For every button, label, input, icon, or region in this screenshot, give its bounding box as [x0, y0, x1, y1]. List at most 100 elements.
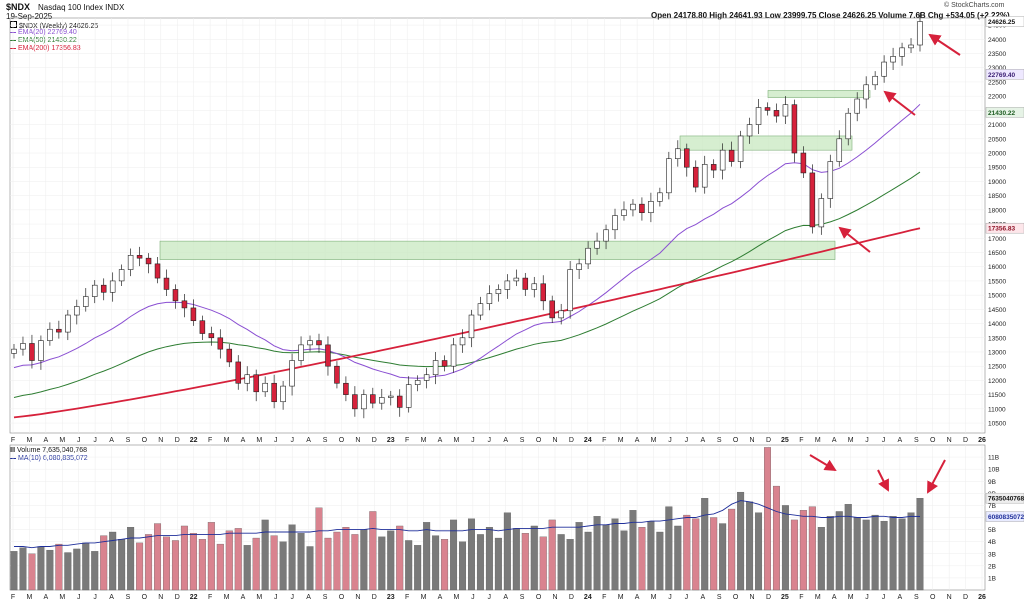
- price-tick-label: 24000: [988, 37, 1006, 44]
- legend-volume: Volume 7,635,040,768: [10, 447, 87, 454]
- legend-price-text: $NDX (Weekly) 24626.25: [19, 23, 99, 30]
- candle-body: [692, 166, 699, 188]
- volume-bar: [109, 531, 117, 591]
- volume-bar: [351, 534, 359, 591]
- candle-body: [648, 201, 654, 214]
- annotation-arrow: [883, 90, 916, 116]
- annotation-arrow: [809, 454, 837, 472]
- x-tick-label: J: [488, 437, 492, 444]
- x-tick-label: J: [77, 437, 81, 444]
- candle-body: [298, 344, 304, 361]
- candle-body: [845, 112, 851, 140]
- volume-bar: [297, 533, 305, 591]
- x-tick-label-volume: A: [44, 594, 49, 601]
- price-tick-label: 14500: [988, 307, 1006, 314]
- candle-body: [289, 360, 295, 387]
- volume-bar: [781, 505, 789, 591]
- volume-bar: [539, 536, 547, 591]
- candle-body: [495, 289, 502, 295]
- volume-bar: [656, 531, 664, 591]
- candle-body: [917, 21, 923, 46]
- volume-bar: [790, 519, 798, 591]
- x-tick-label-volume: J: [290, 594, 294, 601]
- volume-bar: [10, 551, 18, 591]
- candle-body: [91, 284, 98, 297]
- annotations: [809, 33, 961, 494]
- volume-bar: [315, 507, 323, 591]
- volume-bar: [342, 527, 350, 591]
- candle-body: [755, 107, 762, 125]
- volume-bar: [225, 530, 233, 591]
- x-tick-label-volume: A: [306, 594, 311, 601]
- x-tick-label: A: [109, 437, 114, 444]
- candle-body: [379, 397, 385, 404]
- ema200-badge: 17356.83: [985, 222, 1024, 234]
- candle-body: [576, 263, 582, 270]
- x-tick-label-volume: M: [59, 594, 65, 601]
- candle-body: [361, 394, 367, 410]
- volume-bar: [799, 510, 807, 591]
- legend-ema200-text: EMA(200) 17356.83: [18, 45, 81, 52]
- volume-bar: [772, 485, 780, 591]
- x-tick-label-volume: A: [635, 594, 640, 601]
- price-tick-label: 12000: [988, 378, 1006, 385]
- volume-bar: [28, 553, 36, 591]
- chart-date: 19-Sep-2025: [6, 12, 53, 21]
- watermark: © StockCharts.com: [944, 2, 1005, 9]
- price-tick-label: 16500: [988, 250, 1006, 257]
- candle-body: [199, 320, 206, 334]
- price-tick-label: 17000: [988, 236, 1006, 243]
- volume-bar: [719, 523, 727, 591]
- candle-body: [603, 229, 609, 242]
- volume-badge: 7635040768: [985, 492, 1024, 504]
- volume-bar: [46, 549, 54, 591]
- volume-bar: [270, 535, 278, 591]
- x-tick-label: S: [323, 437, 328, 444]
- legend-price: $NDX (Weekly) 24626.25: [10, 21, 98, 30]
- x-tick-label-volume: 22: [190, 594, 198, 601]
- volume-tick-label: 1B: [988, 575, 996, 582]
- volume-bar: [91, 551, 99, 591]
- volume-bar: [575, 522, 583, 591]
- volume-bar: [234, 528, 242, 591]
- volume-bar: [674, 525, 682, 591]
- x-tick-label: O: [339, 437, 345, 444]
- candle-body: [504, 280, 511, 290]
- x-tick-label-volume: M: [421, 594, 427, 601]
- x-tick-label-volume: 23: [387, 594, 395, 601]
- volume-bar: [853, 517, 861, 591]
- volume-bar: [127, 527, 135, 591]
- volume-bar: [764, 447, 772, 591]
- price-tick-label: 23500: [988, 51, 1006, 58]
- price-tick-label: 16000: [988, 264, 1006, 271]
- x-tick-label-volume: M: [651, 594, 657, 601]
- candle-body: [74, 306, 80, 316]
- volume-bar: [261, 519, 269, 591]
- x-tick-label-volume: A: [700, 594, 705, 601]
- volume-tick-label: 3B: [988, 551, 996, 558]
- candle-body: [29, 343, 35, 361]
- price-tick-label: 18000: [988, 207, 1006, 214]
- x-tick-label: M: [421, 437, 427, 444]
- volume-bar: [817, 527, 825, 591]
- candle-body: [343, 382, 349, 395]
- x-tick-label: A: [503, 437, 508, 444]
- price-tick-label: 20000: [988, 151, 1006, 158]
- close-badge-box: [985, 16, 1024, 27]
- candle-body: [468, 314, 475, 339]
- candle-body: [890, 56, 896, 63]
- price-tick-label: 15500: [988, 278, 1006, 285]
- price-tick-label: 13500: [988, 335, 1006, 342]
- candle-body: [325, 344, 331, 367]
- x-tick-label: O: [142, 437, 148, 444]
- x-tick-label: M: [651, 437, 657, 444]
- ema50-badge: 21430.22: [985, 107, 1024, 118]
- candle-body: [791, 104, 798, 154]
- symbol: $NDX: [6, 2, 31, 12]
- x-tick-label-volume: D: [963, 594, 968, 601]
- volume-bar: [844, 504, 852, 591]
- x-tick-label-volume: O: [930, 594, 936, 601]
- x-tick-label-volume: A: [898, 594, 903, 601]
- price-tick-label: 19500: [988, 165, 1006, 172]
- support-zone: [159, 240, 836, 260]
